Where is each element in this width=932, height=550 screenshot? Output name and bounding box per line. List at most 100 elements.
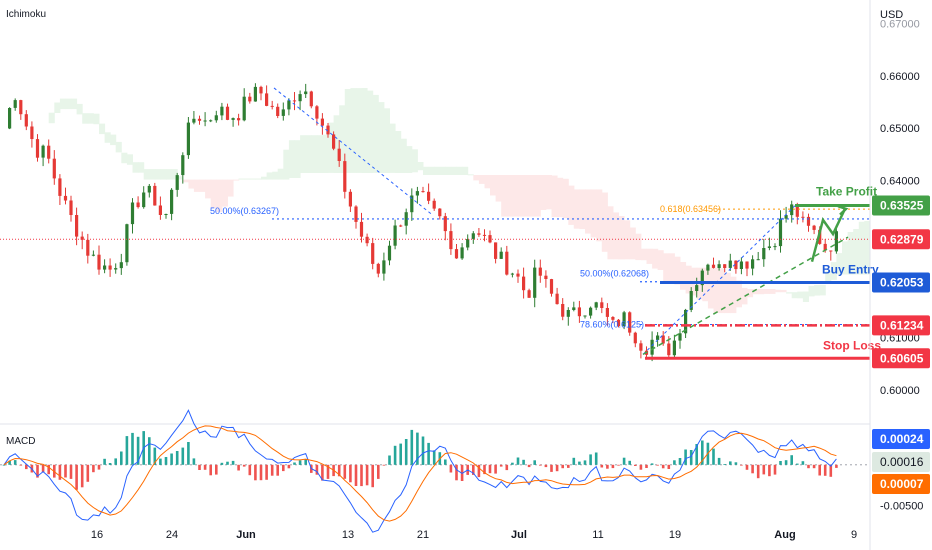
macd-histogram-bar bbox=[164, 457, 168, 465]
macd-histogram-bar bbox=[270, 464, 274, 476]
candle-body bbox=[69, 200, 73, 215]
macd-histogram-bar bbox=[600, 464, 604, 468]
macd-histogram-bar bbox=[550, 464, 553, 472]
fib-50-label: 50.00%(0.63267) bbox=[210, 206, 279, 216]
macd-histogram-bar bbox=[371, 464, 374, 488]
candle-body bbox=[410, 195, 414, 213]
cloud-segment bbox=[417, 162, 424, 171]
macd-histogram-bar bbox=[254, 464, 257, 481]
macd-histogram-bar bbox=[159, 458, 162, 465]
cloud-segment bbox=[601, 192, 608, 252]
candle-body bbox=[103, 265, 107, 270]
cloud-segment bbox=[238, 178, 245, 180]
cloud-segment bbox=[361, 88, 368, 173]
candle-body bbox=[432, 200, 436, 209]
macd-histogram-bar bbox=[494, 464, 497, 474]
macd-histogram-bar bbox=[47, 464, 50, 475]
macd-histogram-bar bbox=[265, 464, 268, 480]
cloud-segment bbox=[456, 166, 463, 175]
cloud-segment bbox=[411, 149, 418, 173]
cloud-segment bbox=[378, 102, 385, 173]
macd-tick-label: -0.00500 bbox=[880, 501, 923, 513]
stop-loss-label: Stop Loss bbox=[823, 338, 881, 352]
cloud-segment bbox=[255, 178, 262, 180]
macd-histogram-bar bbox=[427, 442, 430, 465]
macd-histogram-bar bbox=[734, 462, 738, 465]
macd-histogram-bar bbox=[511, 462, 514, 465]
macd-histogram-bar bbox=[287, 464, 291, 469]
macd-histogram-bar bbox=[499, 464, 503, 467]
cloud-segment bbox=[724, 272, 731, 314]
macd-histogram-bar bbox=[784, 460, 788, 465]
macd-histogram-bar bbox=[645, 464, 648, 468]
macd-histogram-bar bbox=[136, 436, 140, 465]
candle-body bbox=[86, 239, 90, 256]
time-axis[interactable]: 16 24 Jun 13 21 Jul 11 19 Aug 9 bbox=[91, 529, 857, 541]
macd-histogram-bar bbox=[293, 462, 296, 465]
candle-body bbox=[376, 263, 380, 274]
candle-body bbox=[773, 246, 777, 248]
macd-histogram-bar bbox=[818, 464, 821, 476]
candle-body bbox=[806, 216, 811, 226]
macd-histogram-bar bbox=[807, 464, 810, 469]
macd-histogram-bar bbox=[337, 464, 341, 477]
macd-histogram-bar bbox=[393, 445, 397, 465]
macd-histogram-bar bbox=[248, 464, 252, 476]
cloud-segment bbox=[316, 135, 323, 173]
macd-histogram-bar bbox=[298, 460, 302, 465]
candles bbox=[8, 83, 838, 362]
cloud-segment bbox=[149, 169, 156, 180]
macd-value-text: 0.00024 bbox=[880, 432, 924, 446]
candle-body bbox=[622, 312, 626, 326]
cloud-segment bbox=[797, 291, 804, 299]
macd-histogram-bar bbox=[170, 453, 173, 465]
candle-body bbox=[382, 260, 386, 274]
candle-body bbox=[482, 234, 487, 236]
price-tick-label: 0.66000 bbox=[880, 71, 920, 83]
macd-line bbox=[3, 409, 837, 533]
cloud-segment bbox=[428, 166, 435, 175]
macd-histogram-bar bbox=[131, 432, 134, 465]
cloud-segment bbox=[76, 103, 83, 115]
macd-histogram-bar bbox=[823, 464, 827, 476]
candle-body bbox=[477, 233, 481, 235]
cloud-segment bbox=[814, 285, 821, 296]
candle-body bbox=[75, 215, 79, 237]
candle-body bbox=[723, 264, 727, 268]
candle-body bbox=[555, 293, 559, 305]
price-axis[interactable]: 0.660000.650000.640000.620000.610000.600… bbox=[872, 19, 930, 513]
projection-arrow bbox=[810, 208, 847, 263]
candle-body bbox=[488, 235, 492, 243]
candle-body bbox=[577, 307, 581, 317]
candle-body bbox=[108, 265, 112, 270]
candle-body bbox=[125, 224, 129, 263]
macd-histogram-bar bbox=[533, 460, 536, 465]
macd-histogram-bar bbox=[751, 464, 754, 474]
macd-histogram-bar bbox=[75, 464, 78, 490]
macd-histogram-bar bbox=[801, 461, 805, 465]
candle-body bbox=[309, 91, 313, 107]
cloud-segment bbox=[104, 132, 111, 143]
candle-body bbox=[8, 108, 12, 129]
macd-histogram-bar bbox=[315, 464, 319, 475]
cloud-segment bbox=[389, 123, 396, 173]
candle-body bbox=[790, 204, 794, 216]
macd-histogram-bar bbox=[684, 449, 687, 465]
cloud-segment bbox=[495, 175, 502, 202]
cloud-segment bbox=[802, 291, 809, 302]
macd-histogram-bar bbox=[175, 451, 179, 465]
cloud-segment bbox=[87, 113, 94, 124]
cloud-segment bbox=[557, 177, 564, 218]
cloud-segment bbox=[808, 285, 815, 297]
cloud-segment bbox=[769, 289, 776, 294]
candle-body bbox=[292, 100, 297, 102]
time-tick-label: 16 bbox=[91, 529, 103, 541]
candle-body bbox=[823, 243, 827, 251]
macd-histogram-bar bbox=[92, 464, 95, 473]
cloud-segment bbox=[719, 268, 726, 314]
candle-body bbox=[667, 343, 671, 356]
time-tick-label: 9 bbox=[851, 529, 857, 541]
cloud-segment bbox=[395, 131, 402, 173]
cloud-segment bbox=[93, 113, 100, 125]
cloud-segment bbox=[82, 113, 89, 124]
